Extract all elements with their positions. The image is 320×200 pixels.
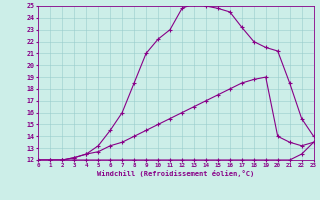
X-axis label: Windchill (Refroidissement éolien,°C): Windchill (Refroidissement éolien,°C)	[97, 170, 255, 177]
